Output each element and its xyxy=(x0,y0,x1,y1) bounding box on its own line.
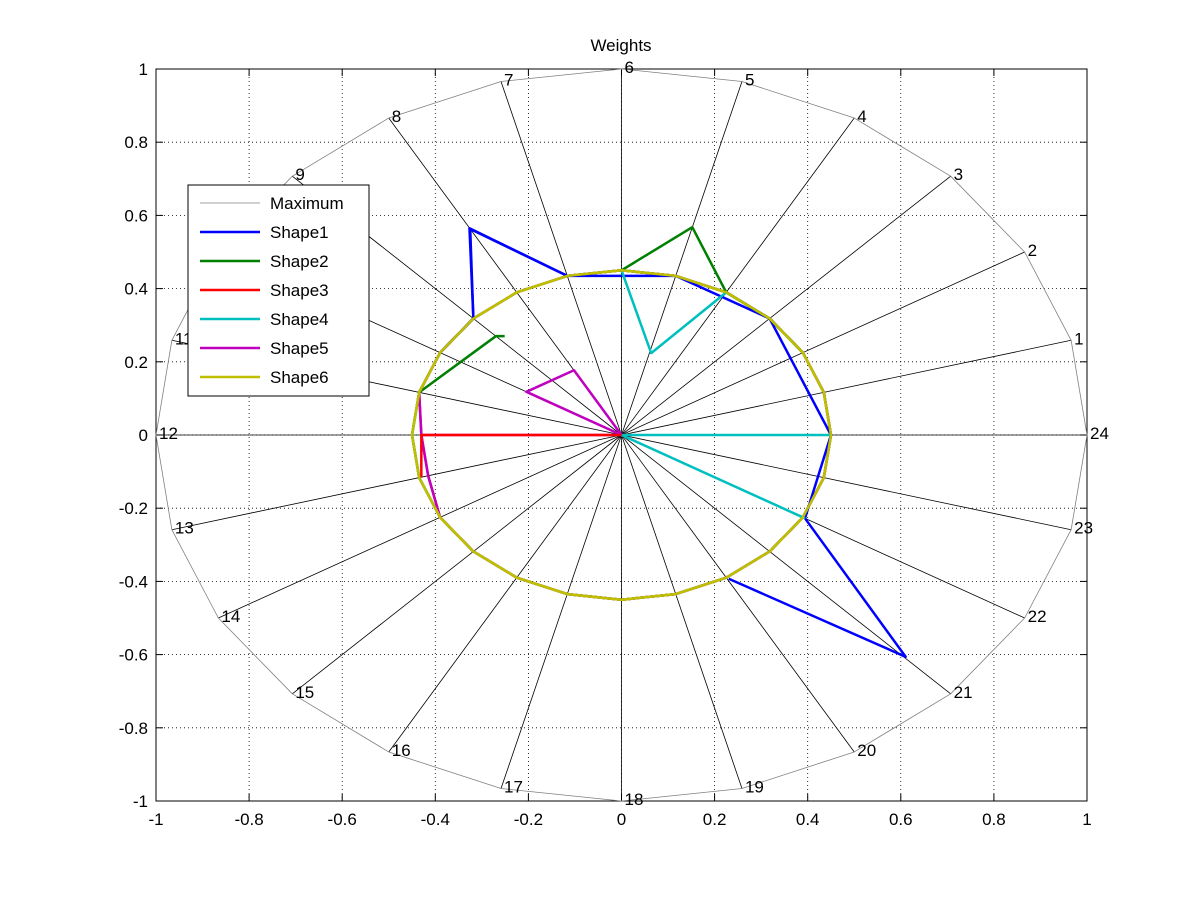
spoke-label: 7 xyxy=(504,70,513,89)
series-line-maximum xyxy=(155,68,1088,802)
x-tick-label: 0.8 xyxy=(982,810,1006,829)
y-tick-label: 0.4 xyxy=(124,280,148,299)
chart-title: Weights xyxy=(590,36,651,55)
y-tick-label: -0.8 xyxy=(119,719,148,738)
y-tick-label: 1 xyxy=(139,60,148,79)
spoke-line xyxy=(292,434,622,695)
series-segment-shape4 xyxy=(620,269,728,355)
spoke-label: 2 xyxy=(1028,241,1037,260)
spoke-label: 17 xyxy=(504,778,523,797)
series-segment-shape4 xyxy=(620,433,806,520)
spoke-label: 1 xyxy=(1074,329,1083,348)
spoke-label: 13 xyxy=(175,519,194,538)
spoke-label: 15 xyxy=(295,683,314,702)
series-segment-shape3 xyxy=(420,433,622,478)
y-tick-label: -0.4 xyxy=(119,572,148,591)
spoke-label: 3 xyxy=(954,165,963,184)
legend-label: Shape3 xyxy=(270,281,329,300)
spoke-line xyxy=(171,434,622,531)
x-tick-label: -0.6 xyxy=(328,810,357,829)
spoke-label: 21 xyxy=(954,683,973,702)
spoke-label: 8 xyxy=(392,107,401,126)
series-line-shape6-top xyxy=(410,269,833,601)
legend-label: Shape2 xyxy=(270,252,329,271)
legend-label: Shape5 xyxy=(270,339,329,358)
legend-label: Maximum xyxy=(270,194,344,213)
legend: Maximum Shape1 Shape2 Shape3 Shape4 Shape5 Sha… xyxy=(187,184,370,397)
spoke-label: 16 xyxy=(392,741,411,760)
spoke-line xyxy=(500,434,622,789)
spoke-label: 6 xyxy=(625,58,634,77)
spoke-line xyxy=(621,434,951,695)
y-tick-label: 0 xyxy=(139,426,148,445)
spoke-label: 4 xyxy=(857,107,866,126)
spoke-label: 23 xyxy=(1074,519,1093,538)
y-tick-label: -1 xyxy=(133,792,148,811)
spoke-line xyxy=(621,434,743,789)
series-segment-shape5 xyxy=(525,369,623,437)
spoke-line xyxy=(621,339,1072,436)
y-tick-label: 0.8 xyxy=(124,133,148,152)
x-tick-label: -0.4 xyxy=(421,810,450,829)
spoke-label: 20 xyxy=(857,741,876,760)
spoke-line xyxy=(500,81,622,436)
spoke-label: 5 xyxy=(745,70,754,89)
spoke-line xyxy=(388,434,622,753)
spoke-labels: 123456789101112131415161718192021222324 xyxy=(159,58,1109,809)
spoke-label: 14 xyxy=(221,607,240,626)
y-tick-label: -0.2 xyxy=(119,499,148,518)
spoke-label: 22 xyxy=(1028,607,1047,626)
spoke-line xyxy=(621,434,1072,531)
spoke-label: 18 xyxy=(625,790,644,809)
spoke-line xyxy=(218,434,622,619)
y-tick-label: 0.2 xyxy=(124,353,148,372)
spoke-line xyxy=(621,251,1025,436)
x-tick-label: 0.2 xyxy=(703,810,727,829)
legend-label: Shape1 xyxy=(270,223,329,242)
x-tick-label: 0.4 xyxy=(796,810,820,829)
legend-label: Shape4 xyxy=(270,310,329,329)
x-tick-label: 0.6 xyxy=(889,810,913,829)
x-tick-label: -0.2 xyxy=(514,810,543,829)
series-segment-shape1 xyxy=(439,226,907,659)
x-tick-label: 1 xyxy=(1082,810,1091,829)
tick-labels: -1 -0.8 -0.6 -0.4 -0.2 0 0.2 0.4 0.6 0.8 1 1 0.8 0.6 0… xyxy=(119,60,1092,829)
y-tick-label: 0.6 xyxy=(124,206,148,225)
spoke-line xyxy=(621,117,855,436)
y-tick-label: -0.6 xyxy=(119,646,148,665)
spoke-label: 12 xyxy=(159,424,178,443)
x-tick-label: 0 xyxy=(617,810,626,829)
spoke-line xyxy=(621,175,951,436)
x-tick-label: -0.8 xyxy=(234,810,263,829)
x-tick-label: -1 xyxy=(148,810,163,829)
spoke-line xyxy=(621,81,743,436)
spoke-label: 9 xyxy=(295,165,304,184)
legend-label: Shape6 xyxy=(270,368,329,387)
spoke-label: 24 xyxy=(1090,424,1109,443)
series-lines xyxy=(155,68,1088,802)
spoke-line xyxy=(621,434,855,753)
series-segment-shape2 xyxy=(418,334,505,394)
spoke-label: 19 xyxy=(745,778,764,797)
